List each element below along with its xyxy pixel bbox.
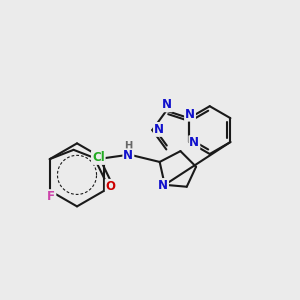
Text: N: N [162,98,172,111]
Text: N: N [189,136,199,149]
Text: Cl: Cl [92,151,105,164]
Text: N: N [123,149,133,162]
Text: F: F [47,190,56,203]
Text: N: N [185,108,195,121]
Text: H: H [124,141,133,151]
Text: N: N [154,123,164,136]
Text: O: O [106,180,116,193]
Text: N: N [158,179,168,192]
